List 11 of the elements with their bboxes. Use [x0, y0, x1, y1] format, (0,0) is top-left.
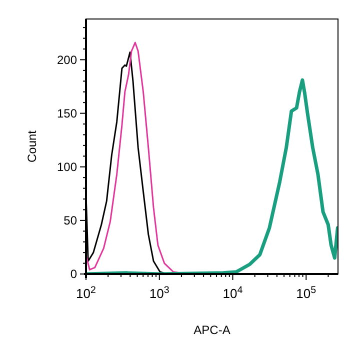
x-axis-title: APC-A: [194, 323, 230, 337]
x-tick-label: 10$^{2}$: [76, 284, 96, 301]
x-tick-label: 10$^{5}$: [296, 284, 317, 301]
y-tick-label: 200: [56, 52, 78, 67]
x-tick-label: 10$^{3}$: [149, 284, 170, 301]
y-tick-label: 100: [56, 160, 78, 174]
y-tick-label: 0: [70, 267, 78, 282]
y-tick-label: 50: [64, 214, 78, 228]
x-tick-label: 10$^{4}$: [222, 284, 244, 301]
y-axis-title: Count: [25, 130, 39, 163]
y-tick-label: 150: [56, 106, 78, 120]
